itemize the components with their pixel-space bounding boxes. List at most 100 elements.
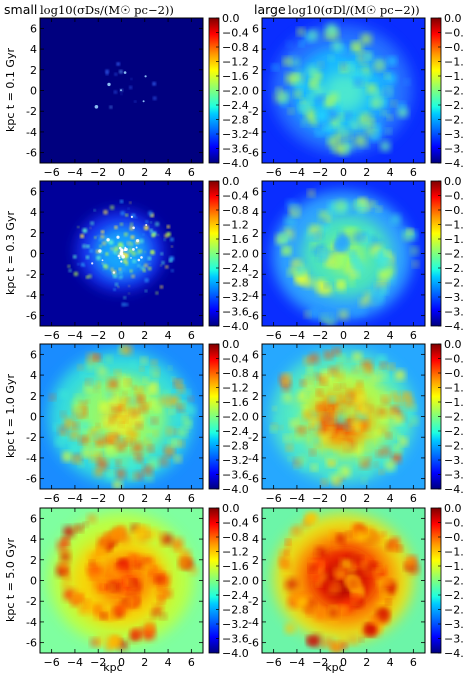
x-tick-label: 6 (188, 329, 195, 342)
bright-clump (94, 105, 99, 109)
density-clump (144, 278, 149, 283)
density-clump (359, 637, 364, 642)
density-clump (73, 423, 80, 429)
density-clump (386, 433, 392, 439)
density-clump (154, 568, 161, 574)
colorbar-tick-label: −2.0 (444, 248, 463, 261)
x-tick-label: 2 (363, 492, 370, 505)
density-clump (270, 426, 276, 432)
density-clump (295, 442, 304, 451)
density-clump (86, 361, 96, 371)
density-clump (301, 464, 308, 471)
density-clump (296, 597, 307, 608)
density-clump (308, 638, 317, 647)
density-clump (335, 414, 339, 418)
y-tick-label: -6 (26, 310, 37, 323)
density-clump (147, 529, 158, 540)
density-clump (147, 445, 154, 452)
colorbar-tick-label: −4.0 (444, 483, 463, 496)
density-clump (101, 613, 107, 619)
density-clump (114, 282, 119, 287)
colorbar-tick-label: −0.4 (222, 353, 249, 366)
density-clump (387, 587, 393, 593)
y-tick-label: 4 (252, 206, 259, 219)
density-clump (67, 264, 71, 268)
density-clump (104, 423, 108, 427)
density-map (262, 508, 425, 653)
density-clump (94, 606, 101, 613)
density-clump (353, 446, 362, 456)
density-clump (149, 263, 151, 265)
density-clump (384, 250, 390, 256)
density-clump (376, 367, 381, 372)
density-clump (395, 370, 405, 380)
density-clump (299, 41, 304, 47)
density-clump (153, 431, 158, 436)
density-clump (283, 381, 288, 386)
density-clump (105, 355, 112, 363)
colorbar-tick-label: −0.8 (444, 531, 463, 544)
density-clump (352, 258, 363, 268)
density-clump (336, 240, 346, 249)
density-clump (327, 109, 338, 120)
density-clump (89, 560, 95, 566)
density-clump (367, 422, 375, 430)
density-clump (375, 429, 380, 435)
density-clump (178, 440, 185, 447)
density-clump (90, 221, 95, 226)
density-clump (310, 117, 318, 126)
density-clump (113, 90, 118, 94)
x-tick-label: 6 (188, 492, 195, 505)
density-clump (129, 473, 137, 481)
y-tick-label: 6 (252, 22, 259, 35)
y-tick-label: -6 (248, 473, 259, 486)
density-clump (383, 408, 392, 417)
density-clump (170, 269, 174, 273)
density-clump (166, 446, 173, 453)
density-clump (284, 435, 291, 442)
density-clump (160, 252, 164, 256)
y-tick-label: 6 (252, 185, 259, 198)
density-clump (283, 57, 292, 66)
x-tick-label: −4 (289, 329, 305, 342)
density-clump (282, 245, 292, 256)
density-clump (354, 135, 366, 147)
density-clump (329, 451, 338, 460)
colorbar-tick-label: −0.4 (444, 190, 463, 203)
bright-clump (120, 89, 122, 92)
density-clump (120, 428, 126, 434)
y-tick-label: 0 (30, 411, 37, 424)
density-clump (150, 221, 153, 224)
density-clump (301, 405, 307, 411)
density-clump (129, 201, 132, 204)
density-clump (383, 365, 389, 370)
density-clump (87, 514, 97, 523)
density-clump (69, 430, 79, 440)
density-clump (137, 264, 140, 268)
density-clump (343, 442, 350, 448)
density-clump (398, 102, 406, 110)
panel-large-t0.1: 6 4 2 0 -2 -4 -6 −6 −4 −2 0 2 4 6 0.0 −0.4−0.8 −1.2−1.6 −… (248, 12, 463, 179)
x-tick-label: 0 (118, 492, 125, 505)
density-clump (322, 388, 327, 394)
density-clump (398, 422, 408, 432)
y-tick-label: 0 (30, 85, 37, 98)
density-clump (184, 390, 190, 396)
density-clump (96, 255, 101, 261)
density-clump (298, 103, 308, 113)
density-clump (315, 551, 320, 556)
y-tick-label: -4 (248, 452, 259, 465)
density-clump (373, 462, 378, 467)
density-clump (158, 532, 166, 539)
density-clump (49, 394, 56, 401)
density-map (40, 18, 203, 163)
density-clump (373, 569, 382, 577)
y-tick-label: 0 (252, 85, 259, 98)
colorbar (431, 344, 441, 489)
density-clump (285, 539, 291, 545)
density-clump (350, 421, 361, 432)
density-clump (316, 60, 327, 71)
density-clump (145, 438, 151, 444)
density-clump (324, 283, 330, 289)
density-clump (337, 534, 345, 543)
